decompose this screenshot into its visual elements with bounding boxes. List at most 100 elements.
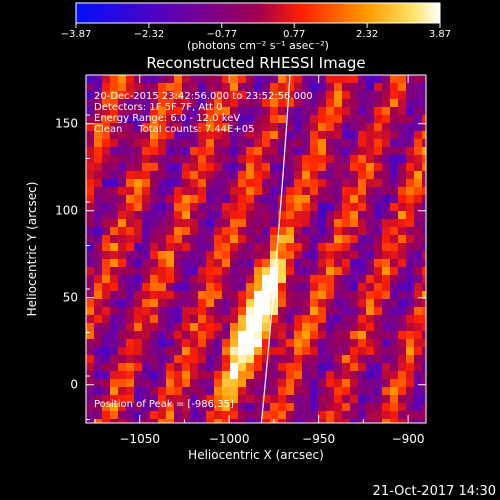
heatmap-cell — [350, 347, 359, 356]
heatmap-cell — [214, 195, 223, 204]
heatmap-cell — [262, 379, 271, 388]
heatmap-cell — [414, 227, 423, 236]
heatmap-cell — [358, 371, 367, 380]
heatmap-cell — [278, 355, 287, 364]
heatmap-cell — [94, 83, 103, 92]
heatmap-cell — [270, 363, 279, 372]
heatmap-cell — [230, 155, 239, 164]
heatmap-cell — [166, 203, 175, 212]
heatmap-cell — [382, 227, 391, 236]
heatmap-cell — [382, 403, 391, 412]
heatmap-cell — [190, 75, 199, 84]
heatmap-cell — [406, 163, 415, 172]
heatmap-cell — [102, 147, 111, 156]
heatmap-cell — [414, 275, 423, 284]
heatmap-cell — [382, 419, 391, 423]
heatmap-cell — [102, 243, 111, 252]
heatmap-cell — [246, 235, 255, 244]
heatmap-cell — [406, 91, 415, 100]
heatmap-cell — [342, 139, 351, 148]
heatmap-cell — [86, 259, 95, 268]
heatmap-cell — [334, 251, 343, 260]
heatmap-cell — [262, 107, 271, 116]
heatmap-cell — [118, 147, 127, 156]
heatmap-cell — [358, 243, 367, 252]
heatmap-cell — [254, 155, 263, 164]
heatmap-cell — [214, 139, 223, 148]
heatmap-cell — [134, 259, 143, 268]
heatmap-cell — [174, 99, 183, 108]
heatmap-cell — [294, 115, 303, 124]
heatmap-cell — [238, 315, 247, 324]
heatmap-cell — [254, 147, 263, 156]
heatmap-cell — [134, 115, 143, 124]
heatmap-cell — [150, 171, 159, 180]
heatmap-cell — [382, 395, 391, 404]
heatmap-cell — [398, 235, 407, 244]
heatmap-cell — [110, 403, 119, 412]
heatmap-cell — [334, 75, 343, 84]
heatmap-cell — [366, 147, 375, 156]
heatmap-cell — [374, 291, 383, 300]
heatmap-cell — [198, 107, 207, 116]
heatmap-cell — [190, 275, 199, 284]
heatmap-cell — [414, 363, 423, 372]
heatmap-cell — [366, 243, 375, 252]
heatmap-cell — [198, 195, 207, 204]
heatmap-cell — [206, 267, 215, 276]
heatmap-cell — [286, 283, 295, 292]
heatmap-cell — [254, 75, 263, 84]
heatmap-cell — [342, 155, 351, 164]
heatmap-cell — [342, 299, 351, 308]
heatmap-cell — [246, 123, 255, 132]
heatmap-cell — [126, 195, 135, 204]
heatmap-cell — [406, 259, 415, 268]
heatmap-cell — [86, 99, 95, 108]
heatmap-cell — [190, 395, 199, 404]
heatmap-cell — [246, 203, 255, 212]
heatmap-cell — [158, 363, 167, 372]
heatmap-cell — [238, 227, 247, 236]
chart-title: Reconstructed RHESSI Image — [146, 54, 365, 72]
y-tick-label: 0 — [70, 378, 78, 392]
heatmap-cell — [190, 387, 199, 396]
heatmap-cell — [142, 115, 151, 124]
heatmap-cell — [174, 171, 183, 180]
heatmap-cell — [318, 211, 327, 220]
heatmap-cell — [158, 147, 167, 156]
heatmap-cell — [182, 259, 191, 268]
heatmap-cell — [318, 315, 327, 324]
heatmap-cell — [302, 235, 311, 244]
heatmap-cell — [302, 139, 311, 148]
heatmap-cell — [382, 187, 391, 196]
heatmap-cell — [422, 131, 426, 140]
heatmap-cell — [366, 411, 375, 420]
heatmap-cell — [398, 155, 407, 164]
heatmap-cell — [302, 155, 311, 164]
heatmap-cell — [366, 403, 375, 412]
heatmap-cell — [126, 107, 135, 116]
heatmap-cell — [190, 411, 199, 420]
heatmap-cell — [118, 283, 127, 292]
heatmap-cell — [150, 251, 159, 260]
heatmap-cell — [326, 339, 335, 348]
heatmap-cell — [358, 107, 367, 116]
heatmap-cell — [102, 171, 111, 180]
heatmap-cell — [190, 331, 199, 340]
heatmap-cell — [318, 411, 327, 420]
heatmap-cell — [94, 379, 103, 388]
heatmap-cell — [158, 339, 167, 348]
heatmap-cell — [382, 75, 391, 84]
heatmap-cell — [198, 283, 207, 292]
heatmap-cell — [374, 307, 383, 316]
heatmap-cell — [238, 155, 247, 164]
heatmap-cell — [118, 379, 127, 388]
heatmap-cell — [302, 107, 311, 116]
heatmap-cell — [214, 171, 223, 180]
heatmap-cell — [150, 307, 159, 316]
heatmap-cell — [278, 395, 287, 404]
heatmap-cell — [374, 395, 383, 404]
heatmap-cell — [422, 275, 426, 284]
heatmap-cell — [214, 411, 223, 420]
heatmap-cell — [342, 147, 351, 156]
